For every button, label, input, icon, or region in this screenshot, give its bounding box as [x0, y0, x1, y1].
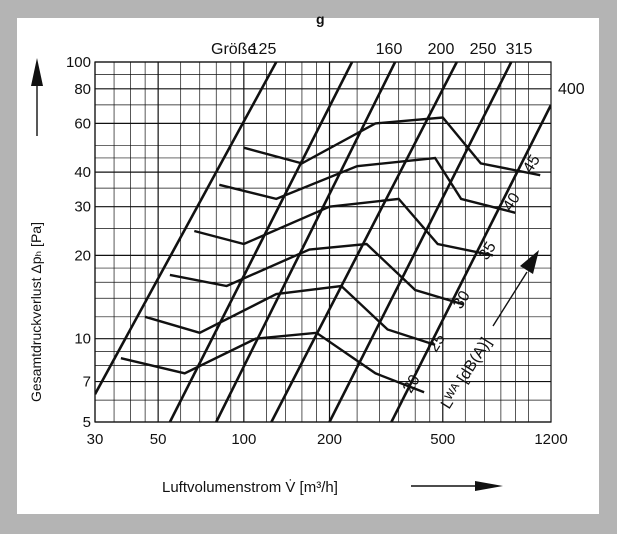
chart-panel: g 30 50 100 200 500 1200 5 7 10 20 30 40 60 80 100 Luft…: [17, 11, 599, 514]
size-line-200: [215, 62, 397, 422]
size-line-125: [95, 62, 278, 395]
y-tick-label: 80: [74, 81, 91, 98]
noise-label-25: 25: [425, 331, 449, 355]
chart-series: [95, 62, 551, 422]
y-tick-label: 20: [74, 247, 91, 264]
chart-title-fragment: g: [316, 11, 325, 27]
x-tick-label: 200: [317, 431, 342, 448]
y-axis-arrowhead: [31, 58, 43, 86]
size-label-200: 200: [428, 41, 455, 58]
noise-unit-label: Lᵂᴬ [dB(A)]: [438, 335, 495, 412]
size-label-400: 400: [558, 81, 585, 98]
x-tick-label: 100: [231, 431, 256, 448]
noise-label-35: 35: [476, 239, 500, 263]
noise-line-25: [144, 284, 436, 347]
size-label-160: 160: [376, 41, 403, 58]
noise-label-45: 45: [520, 152, 544, 176]
loss-chart: 30 50 100 200 500 1200 5 7 10 20 30 40 60 80 100 Luftvo…: [28, 41, 585, 496]
plot-frame: [94, 61, 552, 423]
x-tick-label: 500: [430, 431, 455, 448]
noise-arrow-line: [492, 271, 528, 327]
noise-label-30: 30: [450, 288, 474, 312]
size-line-400: [390, 104, 551, 422]
noise-line-30: [169, 242, 464, 306]
size-line-250: [270, 62, 458, 422]
size-heading-label: Größe: [211, 41, 256, 58]
noise-line-20: [120, 331, 425, 394]
y-tick-label: 30: [74, 199, 91, 216]
chart-decor: [31, 58, 539, 491]
x-tick-label: 50: [150, 431, 167, 448]
y-tick-label: 60: [74, 115, 91, 132]
size-line-160: [168, 62, 354, 422]
y-tick-label: 100: [66, 54, 91, 71]
x-axis-label: Luftvolumenstrom V̇ [m³/h]: [162, 479, 338, 496]
y-tick-label: 5: [83, 414, 91, 431]
noise-line-40: [219, 156, 516, 214]
noise-arrowhead: [520, 250, 539, 274]
x-tick-label: 30: [87, 431, 104, 448]
y-axis-label: Gesamtdruckverlust Δpₕ [Pa]: [28, 222, 44, 402]
x-axis-arrowhead: [475, 481, 503, 491]
size-label-250: 250: [470, 41, 497, 58]
y-tick-label: 40: [74, 164, 91, 181]
chart-labels: 30 50 100 200 500 1200 5 7 10 20 30 40 60 80 100 Luftvo…: [28, 41, 585, 496]
noise-line-45: [243, 116, 541, 177]
size-label-315: 315: [506, 41, 533, 58]
x-tick-label: 1200: [534, 431, 567, 448]
y-tick-label: 10: [74, 331, 91, 348]
y-tick-label: 7: [83, 374, 91, 391]
noise-label-40: 40: [500, 190, 524, 214]
noise-label-20: 20: [400, 372, 424, 396]
noise-line-35: [193, 197, 494, 257]
size-label-125: 125: [250, 41, 277, 58]
